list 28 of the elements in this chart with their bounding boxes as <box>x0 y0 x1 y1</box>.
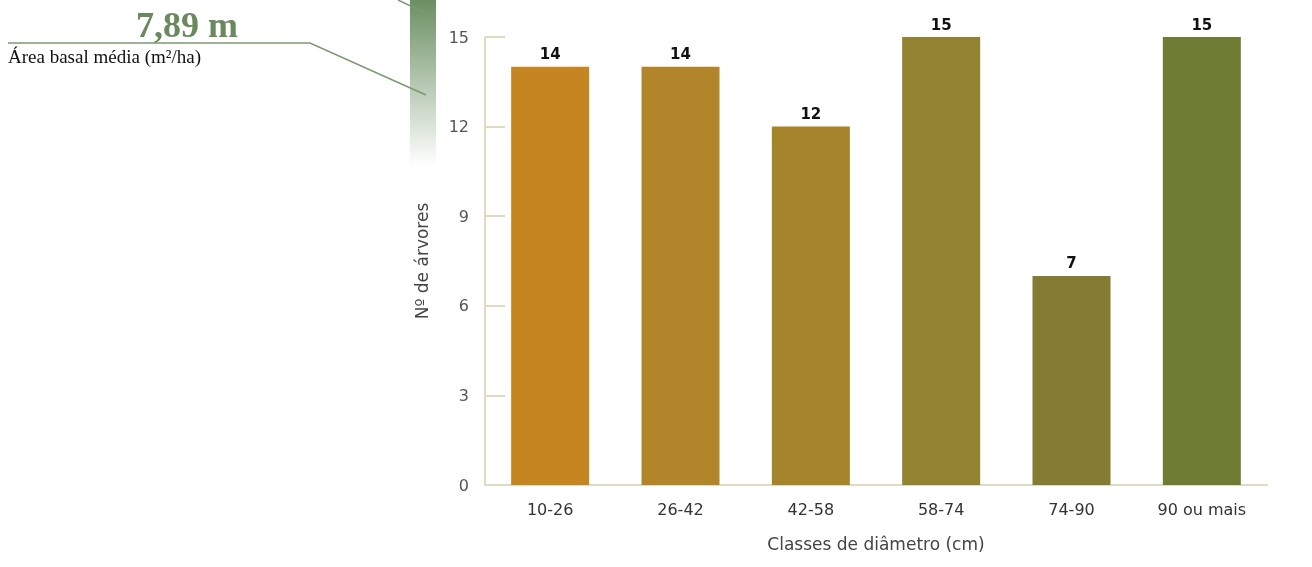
bar <box>511 66 590 485</box>
data-label: 7 <box>1066 254 1077 273</box>
y-tick-label: 12 <box>448 117 469 137</box>
data-label: 15 <box>1191 15 1213 34</box>
data-label: 14 <box>539 45 561 64</box>
y-tick-label: 0 <box>458 475 469 495</box>
x-tick-label: 26-42 <box>657 499 704 519</box>
bar <box>771 126 850 485</box>
y-tick-label: 9 <box>458 206 469 226</box>
data-label: 15 <box>930 15 952 34</box>
y-tick-label: 3 <box>458 385 469 405</box>
bar <box>902 37 981 485</box>
text: 7,89 m <box>136 4 238 46</box>
y-axis-title: Nº de árvores <box>411 202 432 320</box>
bar <box>1032 275 1111 485</box>
bar <box>1162 37 1241 485</box>
x-tick-label: 10-26 <box>526 499 574 519</box>
y-tick-label: 15 <box>448 27 469 47</box>
x-tick-label: 90 ou mais <box>1157 499 1247 519</box>
x-axis-title: Classes de diâmetro (cm) <box>767 533 985 554</box>
data-label: 12 <box>800 105 822 124</box>
x-tick-label: 42-58 <box>787 499 835 519</box>
text: Área basal média (m²/ha) <box>8 46 201 68</box>
x-tick-label: 74-90 <box>1048 499 1095 519</box>
y-tick-label: 6 <box>458 296 469 316</box>
bar <box>641 66 720 485</box>
x-tick-label: 58-74 <box>917 499 965 519</box>
data-label: 14 <box>670 45 691 64</box>
